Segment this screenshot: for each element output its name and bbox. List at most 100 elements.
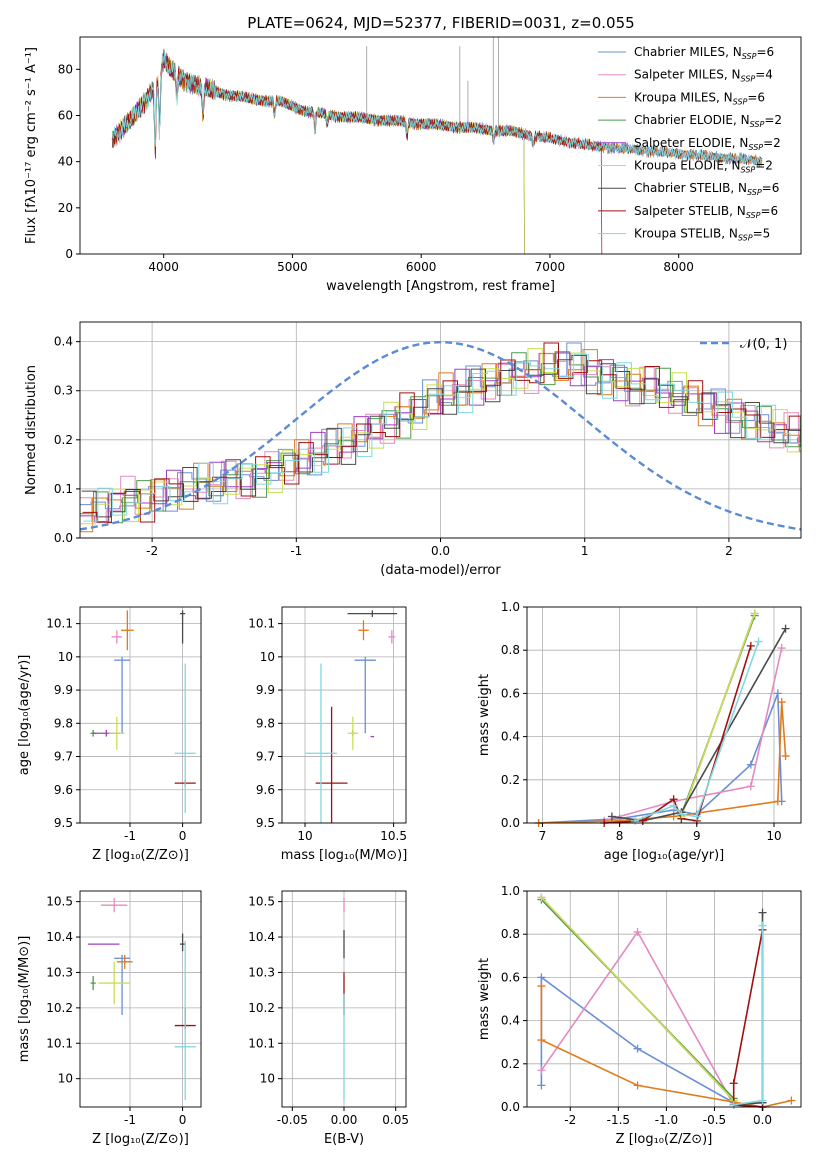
y-axis-label: mass weight <box>477 674 492 756</box>
x-axis-label: E(B-V) <box>324 1132 364 1147</box>
y-tick-label: 10 <box>58 650 73 664</box>
y-tick-label: 80 <box>58 62 73 76</box>
weight-marker-kroupa_stelib <box>758 921 767 930</box>
weight-marker-kroupa_stelib <box>729 1100 738 1109</box>
legend-entry: Chabrier ELODIE, NSSP=2 <box>634 113 782 129</box>
legend-entry: Chabrier STELIB, NSSP=6 <box>634 181 779 197</box>
weight-line-chabrier_stelib <box>611 628 787 822</box>
x-tick-label: 0.0 <box>431 544 450 558</box>
y-axis-label: Flux [fλ10⁻¹⁷ erg cm⁻² s⁻¹ A⁻¹] <box>24 47 39 244</box>
x-tick-label: 7 <box>539 829 547 843</box>
gaussian-curve <box>80 340 801 531</box>
x-tick-label: -0.05 <box>277 1113 308 1127</box>
weight-marker-kroupa_elodie <box>750 609 759 618</box>
x-tick-label: -1.0 <box>655 1113 678 1127</box>
x-tick-label: -1 <box>290 544 302 558</box>
histogram-salpeter_elodie <box>80 352 801 523</box>
weight-line-kroupa_elodie <box>680 613 756 817</box>
weight-marker-salpeter_stelib <box>729 1079 738 1088</box>
axes-frame <box>79 890 202 1108</box>
x-tick-label: 7000 <box>535 260 566 274</box>
spectrum-series-kroupa_stelib <box>111 50 763 168</box>
x-tick-label: 0 <box>179 829 187 843</box>
axes-frame <box>79 36 802 255</box>
legend-entry: Salpeter STELIB, NSSP=6 <box>634 204 778 220</box>
x-tick-label: -1 <box>124 829 136 843</box>
weight-line-kroupa_elodie <box>540 896 735 1102</box>
y-tick-label: 0.0 <box>54 531 73 545</box>
mass_vs_Z-plot: -1 0 10 10.1 10.2 10.3 10.4 10.5 Z [log₁₀(Z/Z⊙)]… <box>17 890 202 1147</box>
axes-frame <box>526 606 802 824</box>
age_vs_mass-plot: 10 10.5 9.5 9.6 9.7 9.8 9.9 10 10.1 mass [log₁₀(M… <box>248 606 407 863</box>
weight-marker-kroupa_stelib <box>754 637 763 646</box>
x-axis-label: Z [log₁₀(Z/Z⊙)] <box>92 848 189 863</box>
weight-marker-chabrier_stelib <box>781 624 790 633</box>
weight-marker-kroupa_miles <box>787 1096 796 1105</box>
x-tick-label: 0 <box>179 1113 187 1127</box>
age_vs_Z-plot: -1 0 9.5 9.6 9.7 9.8 9.9 10 10.1 Z [log₁₀(Z/Z⊙)] a… <box>17 606 202 863</box>
histogram-kroupa_stelib <box>83 353 801 522</box>
legend-entry: Kroupa STELIB, NSSP=5 <box>634 227 770 243</box>
weight-marker-kroupa_stelib <box>692 812 701 821</box>
y-tick-label: 9.7 <box>256 750 275 764</box>
legend-entry: Salpeter MILES, NSSP=4 <box>634 68 773 84</box>
x-tick-label: 9 <box>693 829 701 843</box>
weight-marker-kroupa_miles <box>537 982 546 991</box>
x-tick-label: -1 <box>124 1113 136 1127</box>
weight-marker-kroupa_miles <box>777 698 786 707</box>
x-tick-label: -2 <box>146 544 158 558</box>
y-tick-label: 9.6 <box>256 783 275 797</box>
weight-marker-salpeter_stelib <box>746 641 755 650</box>
y-tick-label: 0.2 <box>54 433 73 447</box>
x-tick-label: 0.05 <box>382 1113 409 1127</box>
axes-frame <box>526 890 802 1108</box>
y-axis-label: age [log₁₀(age/yr)] <box>17 655 32 776</box>
axes-frame <box>281 606 407 824</box>
errorbars <box>90 610 196 814</box>
residuals-plot: -2 -1 0.0 1 2 0.0 0.1 0.2 0.3 0.4 (data-model)/err… <box>24 321 802 578</box>
x-tick-label: -2 <box>564 1113 576 1127</box>
y-axis-label: Normed distribution <box>24 365 39 495</box>
x-tick-label: 1 <box>581 544 589 558</box>
y-tick-label: 9.9 <box>54 683 73 697</box>
y-tick-label: 10.1 <box>46 1036 73 1050</box>
spectrum-legend: Chabrier MILES, NSSP=6 Salpeter MILES, NS… <box>598 45 782 243</box>
y-tick-label: 10.4 <box>248 930 275 944</box>
x-tick-label: -1.5 <box>607 1113 630 1127</box>
y-tick-label: 10.5 <box>46 895 73 909</box>
y-tick-label: 9.8 <box>256 716 275 730</box>
weight-marker-kroupa_miles <box>537 1036 546 1045</box>
y-tick-label: 0.4 <box>501 1014 520 1028</box>
y-tick-label: 9.6 <box>54 783 73 797</box>
y-tick-label: 0.4 <box>501 730 520 744</box>
errorbars <box>305 610 398 823</box>
axes-frame <box>79 606 202 824</box>
weight-marker-chabrier_miles <box>633 1044 642 1053</box>
y-tick-label: 10.5 <box>248 895 275 909</box>
weight_vs_age-plot: 7 8 9 10 0.0 0.2 0.4 0.6 0.8 1.0 age [log₁₀(age/yr… <box>477 600 802 863</box>
x-tick-label: 4000 <box>148 260 179 274</box>
y-tick-label: 0.0 <box>501 816 520 830</box>
weight-marker-chabrier_miles <box>773 689 782 698</box>
y-tick-label: 40 <box>58 155 73 169</box>
y-tick-label: 1.0 <box>501 600 520 614</box>
y-tick-label: 0.0 <box>501 1100 520 1114</box>
x-axis-label: (data-model)/error <box>380 563 501 578</box>
y-tick-label: 10.1 <box>248 617 275 631</box>
mass_vs_EBV-plot: -0.05 0.00 0.05 10 10.1 10.2 10.3 10.4 10.5 E(B-V… <box>248 890 409 1147</box>
weight-marker-kroupa_miles <box>633 1081 642 1090</box>
x-axis-label: Z [log₁₀(Z/Z⊙)] <box>616 1132 713 1147</box>
x-axis-label: wavelength [Angstrom, rest frame] <box>326 279 555 294</box>
weight-marker-chabrier_stelib <box>758 908 767 917</box>
legend-entry: Kroupa ELODIE, NSSP=2 <box>634 159 773 175</box>
weight-marker-chabrier_stelib <box>607 812 616 821</box>
legend-entry: Salpeter ELODIE, NSSP=2 <box>634 136 781 152</box>
histogram-chabrier_elodie <box>80 351 801 524</box>
weight-marker-kroupa_miles <box>781 752 790 761</box>
y-tick-label: 9.8 <box>54 716 73 730</box>
legend-entry: 𝒩(0, 1) <box>740 337 787 352</box>
weight-series <box>537 893 796 1111</box>
weight_vs_Z-plot: -2 -1.5 -1.0 -0.5 0.0 0.0 0.2 0.4 0.6 0.8 1.0 Z [lo… <box>477 884 802 1147</box>
x-tick-label: 10.5 <box>380 829 407 843</box>
y-tick-label: 10.1 <box>248 1036 275 1050</box>
